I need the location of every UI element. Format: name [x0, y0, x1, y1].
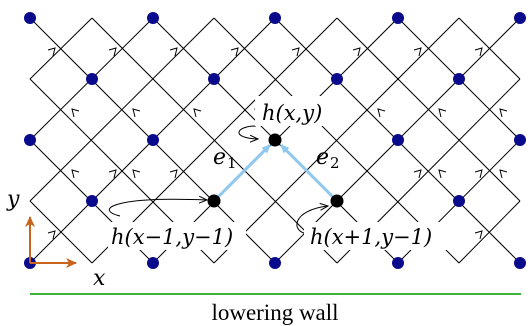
label-e2-subscript: 2: [330, 154, 340, 172]
label-e2: e: [316, 145, 329, 170]
axis-x-label: x: [93, 266, 106, 291]
label-right-height: h(x+1,y−1): [310, 225, 432, 249]
site-right: [330, 194, 344, 208]
lowering-wall-label: lowering wall: [211, 300, 338, 325]
vector-e2: [279, 143, 339, 203]
vector-e1: [212, 143, 272, 203]
label-center-height: h(x,y): [262, 101, 322, 125]
label-e1: e: [213, 145, 226, 170]
label-e1-subscript: 1: [227, 154, 237, 172]
unit-vectors: [212, 143, 339, 203]
axis-y-label: y: [6, 187, 20, 212]
site-center: [268, 133, 282, 147]
coordinate-axes: [25, 216, 77, 268]
label-left-height: h(x−1,y−1): [111, 225, 233, 249]
lattice-sites: [24, 12, 526, 269]
site-left: [207, 194, 221, 208]
label-pointers: [108, 125, 328, 235]
